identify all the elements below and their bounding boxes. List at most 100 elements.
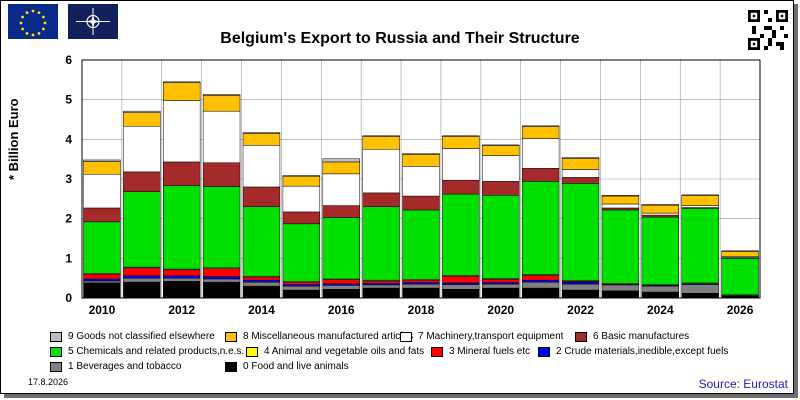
y-tick-label: 0 [65,291,72,305]
bar-segment [83,159,121,162]
bar-segment [202,94,241,96]
nato-flag-logo [68,4,118,39]
bar-segment [561,158,600,170]
bar-segment [163,269,201,277]
bar-segment [83,273,121,280]
bar-segment [601,209,640,284]
legend-item: 9 Goods not classified elsewhere [50,331,215,342]
bar-segment [163,281,201,299]
y-tick-label: 2 [65,212,72,226]
bar-segment [123,275,161,279]
bar-segment [482,181,520,196]
bar-segment [721,250,759,252]
bar-segment [681,284,719,294]
bar-segment [521,279,560,283]
bar-segment [402,283,440,289]
bar-segment [521,275,560,281]
legend-item: 3 Mineral fuels etc [431,346,530,357]
bar-segment [202,281,241,299]
bar-segment [641,204,679,206]
bar-segment [123,281,161,299]
bar-segment [561,183,600,281]
bar-segment [163,81,201,83]
bar-segment [282,185,321,213]
legend-label: 4 Animal and vegetable oils and fats [264,346,425,357]
bar-segment [322,285,360,290]
bar-segment [282,285,321,291]
bar-segment [83,173,121,209]
bar-segment [163,82,201,101]
bar-segment [163,161,201,186]
bar-segment [681,194,719,196]
bar-segment [83,221,121,274]
legend-label: 7 Machinery,transport equipment [418,331,564,342]
bar-segment [163,275,201,279]
bar-segment [641,285,679,293]
legend-label: 5 Chemicals and related products,n.e.s. [68,346,245,357]
bar-segment [561,157,600,159]
bar-segment [521,168,560,182]
bar-segment [242,145,281,188]
bar-segment [202,276,241,280]
axes: 0 1 2 3 4 5 6 2010 2012 2014 2016 2018 2020 2022 2024 2… [65,53,761,317]
eu-flag-logo [8,4,58,39]
legend-swatch [400,331,412,342]
bar-segment [482,287,520,299]
legend-label: 3 Mineral fuels etc [449,346,531,357]
bar-segment [362,149,400,194]
bar-segment [242,279,281,283]
bar-segment [641,204,679,214]
y-tick-label: 6 [65,53,72,67]
bar-segment [442,136,480,149]
legend-swatch [225,331,237,342]
bar-segment [442,148,480,181]
legend-swatch [50,361,62,372]
bar-segment [123,267,161,277]
bar-segment [482,195,520,279]
legend-item: 6 Basic manufactures [575,331,689,342]
bar-segment [322,161,360,175]
bar-segment [521,287,560,299]
bar-segment [402,154,440,167]
bar-segment [681,208,719,284]
qr-code-icon [748,10,788,50]
bar-segment [482,279,520,283]
legend-label: 1 Beverages and tobacco [68,361,182,372]
y-tick-label: 5 [65,93,72,107]
bar-segment [202,95,241,112]
bar-segment [83,282,121,299]
bar-segment [402,195,440,211]
bar-segment [442,284,480,290]
bar-segment [202,162,241,187]
bar-segment [242,133,281,146]
bar-segment [521,138,560,169]
legend-label: 6 Basic manufactures [593,331,690,342]
plot-border [81,59,761,299]
bar-segment [362,135,400,137]
bar-segment [521,125,560,127]
legend-item: 5 Chemicals and related products,n.e.s. [50,346,244,357]
date-stamp: 17.8.2026 [28,377,69,387]
bar-segment [242,285,281,299]
bar-segment [83,280,121,284]
bar-segment [402,166,440,197]
x-tick-label: 2026 [727,303,754,317]
bar-segment [322,158,360,163]
x-tick-label: 2024 [647,303,674,317]
x-tick-label: 2018 [408,303,435,317]
bar-segment [282,211,321,225]
bar-segment [601,203,640,209]
bar-segment [402,287,440,299]
bar-segment [322,279,360,284]
bar-segment [561,281,600,285]
bar-segment [482,144,520,146]
bar-segment [442,179,480,195]
bar-segment [362,284,400,289]
bar-segment [83,278,121,282]
chart-title: Belgium's Export to Russia and Their Str… [220,30,580,47]
bar-segment [681,205,719,208]
bar-segment [362,287,400,299]
legend-swatch [538,346,550,357]
bar-segment [641,216,679,285]
legend-swatch [50,346,62,357]
